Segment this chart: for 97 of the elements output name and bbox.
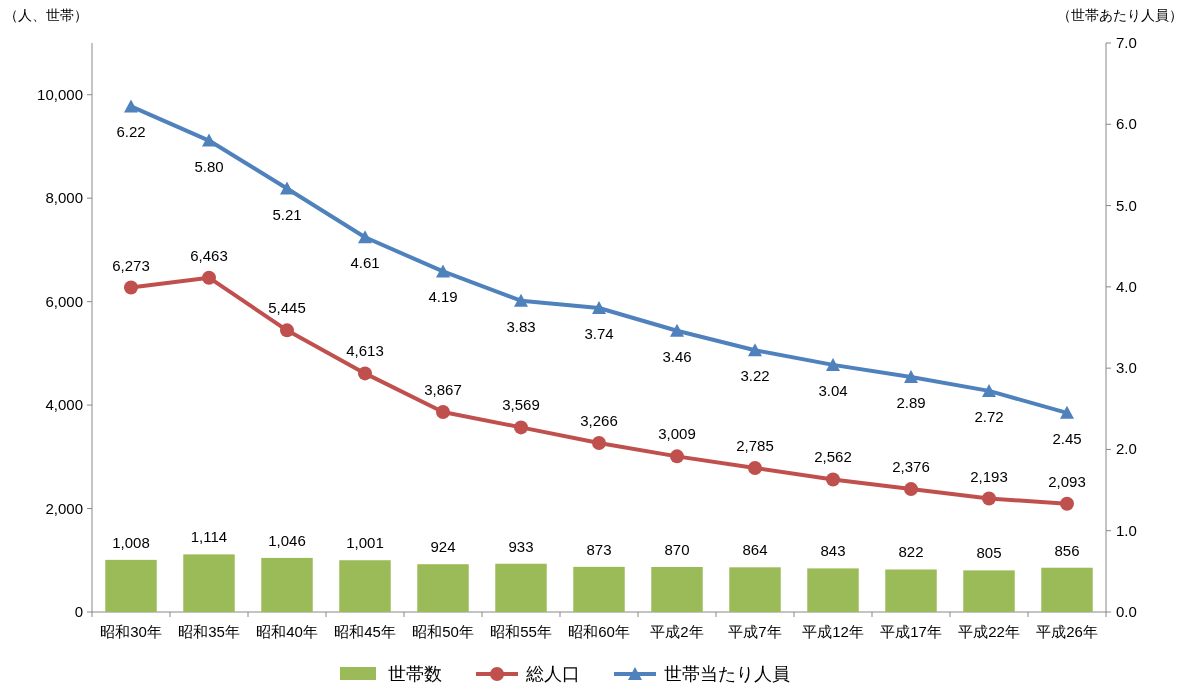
data-label: 3.22 [740, 367, 770, 385]
data-label: 805 [976, 544, 1002, 562]
data-label: 6,463 [190, 246, 228, 264]
point [280, 323, 294, 338]
point [592, 300, 606, 314]
point [358, 366, 372, 381]
point [1060, 405, 1074, 419]
data-label: 924 [430, 538, 456, 556]
data-label: 5.21 [272, 205, 302, 223]
x-tick-label: 平成26年 [1036, 623, 1098, 640]
y2-tick-label: 3.0 [1116, 359, 1137, 377]
point [670, 449, 684, 464]
x-tick-label: 昭和30年 [100, 623, 162, 640]
data-label: 843 [820, 542, 846, 560]
data-label: 1,114 [190, 528, 228, 546]
y2-tick-label: 5.0 [1116, 196, 1137, 214]
data-label: 4,613 [346, 342, 384, 360]
point [748, 460, 762, 475]
data-label: 4.61 [350, 254, 380, 272]
y2-tick-label: 0.0 [1116, 603, 1137, 620]
data-label: 822 [898, 543, 924, 561]
data-label: 870 [664, 541, 690, 558]
x-tick-label: 平成12年 [802, 623, 864, 640]
y2-axis-title: （世帯あたり人員） [1057, 7, 1183, 23]
point [670, 323, 684, 337]
legend-label: 総人口 [525, 664, 580, 684]
data-label: 3.46 [662, 347, 692, 365]
point [592, 436, 606, 451]
x-tick-label: 平成7年 [728, 623, 782, 640]
y-tick-label: 6,000 [45, 292, 83, 310]
data-label: 6,273 [112, 256, 150, 274]
x-tick-label: 昭和40年 [256, 623, 318, 640]
data-label: 873 [586, 540, 612, 558]
data-label: 2.89 [896, 394, 926, 412]
point [436, 264, 450, 278]
data-label: 4.19 [428, 288, 458, 306]
data-label: 3,569 [502, 396, 540, 414]
data-label: 933 [508, 537, 534, 555]
data-label: 856 [1054, 541, 1080, 559]
x-tick-label: 平成2年 [650, 623, 704, 640]
point [826, 472, 840, 487]
point [514, 420, 528, 435]
point [124, 280, 138, 295]
point [202, 133, 216, 147]
point [124, 99, 138, 113]
legend-label: 世帯当たり人員 [664, 664, 790, 684]
data-label: 3,266 [580, 412, 618, 430]
data-label: 1,008 [112, 533, 150, 551]
data-label: 2,093 [1048, 472, 1086, 490]
point [1060, 496, 1074, 511]
point [358, 230, 372, 244]
point [202, 270, 216, 285]
point [514, 293, 528, 307]
point [748, 343, 762, 357]
data-label: 2.72 [974, 407, 1004, 425]
data-label: 3.74 [584, 324, 614, 342]
x-tick-label: 昭和45年 [334, 623, 396, 640]
data-label: 2,376 [892, 458, 930, 476]
y2-tick-label: 4.0 [1116, 277, 1137, 295]
data-label: 5,445 [268, 299, 306, 317]
data-label: 3.83 [506, 317, 536, 335]
data-label: 1,001 [346, 534, 384, 552]
point [826, 357, 840, 371]
y-axis-title: （人、世帯） [4, 7, 88, 23]
y-tick-label: 4,000 [45, 396, 83, 414]
point [982, 383, 996, 397]
y-tick-label: 8,000 [45, 189, 83, 207]
x-tick-label: 昭和50年 [412, 623, 474, 640]
data-label: 2.45 [1052, 429, 1082, 447]
point [904, 370, 918, 384]
x-tick-label: 平成22年 [958, 623, 1020, 640]
point [982, 491, 996, 506]
y-tick-label: 2,000 [45, 499, 83, 517]
x-tick-label: 平成17年 [880, 623, 942, 640]
data-label: 3.04 [818, 381, 848, 399]
y2-tick-label: 7.0 [1116, 34, 1137, 51]
y-tick-label: 10,000 [37, 85, 83, 103]
point [904, 482, 918, 497]
data-label: 6.22 [116, 123, 146, 141]
y-tick-label: 0 [74, 603, 83, 620]
x-tick-label: 昭和35年 [178, 623, 240, 640]
y2-tick-label: 1.0 [1116, 521, 1137, 539]
data-label: 864 [742, 541, 768, 559]
data-label: 2,193 [970, 467, 1008, 485]
y2-tick-label: 2.0 [1116, 440, 1137, 458]
x-tick-label: 昭和60年 [568, 623, 630, 640]
data-label: 3,867 [424, 380, 462, 398]
y2-tick-label: 6.0 [1116, 115, 1137, 133]
point [280, 181, 294, 195]
data-label: 2,562 [814, 448, 852, 466]
x-tick-label: 昭和55年 [490, 623, 552, 640]
data-label: 3,009 [658, 425, 696, 443]
data-label: 5.80 [194, 157, 224, 175]
legend-label: 世帯数 [388, 664, 442, 684]
data-label: 1,046 [268, 531, 306, 549]
point [436, 404, 450, 419]
data-label: 2,785 [736, 436, 774, 454]
